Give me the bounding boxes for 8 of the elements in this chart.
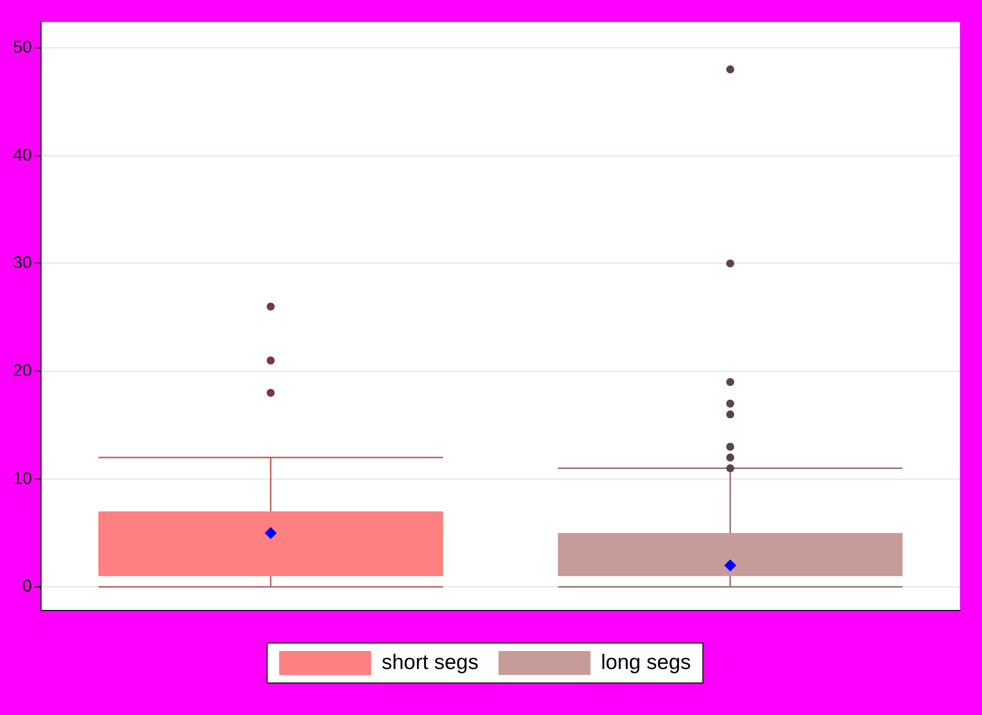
y-tick-label: 10 (12, 468, 32, 488)
y-tick-label: 50 (12, 38, 32, 57)
y-tick-label: 30 (12, 253, 32, 272)
y-tick-label: 40 (12, 145, 32, 164)
legend-label: short segs (382, 650, 479, 674)
y-tick-label: 20 (12, 360, 32, 380)
y-tick-label: 0 (22, 576, 32, 596)
legend-label: long segs (600, 650, 691, 674)
